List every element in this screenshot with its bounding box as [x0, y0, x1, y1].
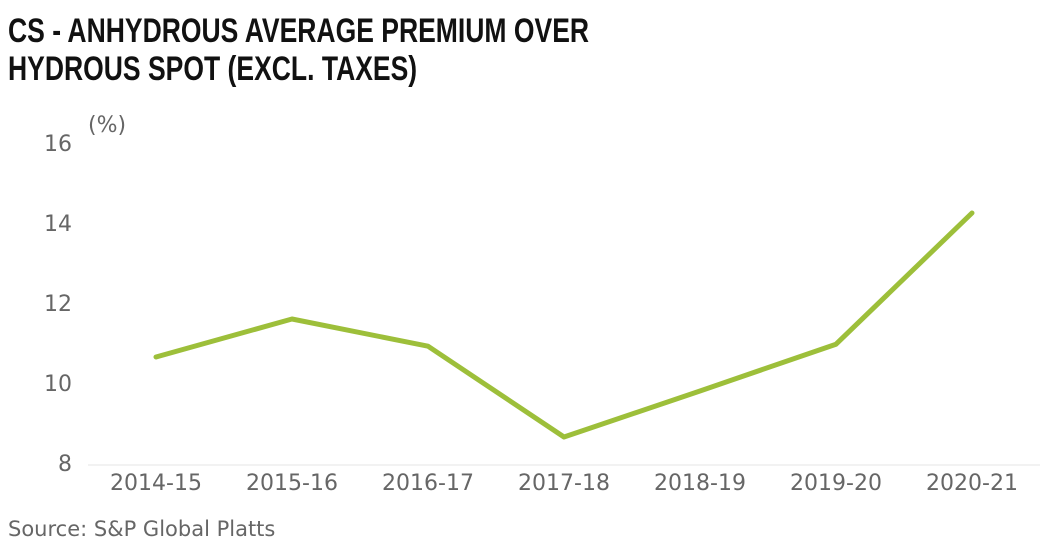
- source: Source: S&P Global Platts: [8, 517, 275, 541]
- x-tick-label: 2016-17: [382, 471, 474, 496]
- y-axis-label: (%): [88, 113, 126, 138]
- x-tick-label: 2019-20: [790, 471, 882, 496]
- line: [153, 210, 975, 440]
- x-tick-label: 2014-15: [110, 471, 202, 496]
- x-tick-label: 2018-19: [654, 471, 746, 496]
- y-tick-label: 10: [44, 372, 72, 397]
- x-tick-label: 2015-16: [246, 471, 338, 496]
- y-tick-label: 16: [44, 132, 72, 157]
- x-tick-label: 2017-18: [518, 471, 610, 496]
- y-tick-label: 8: [58, 452, 72, 477]
- y-tick-label: 12: [44, 292, 72, 317]
- y-tick-label: 14: [44, 212, 72, 237]
- x-tick-label: 2020-21: [926, 471, 1018, 496]
- chart-title: CS - ANHYDROUS AVERAGE PREMIUM OVER HYDR…: [8, 12, 590, 88]
